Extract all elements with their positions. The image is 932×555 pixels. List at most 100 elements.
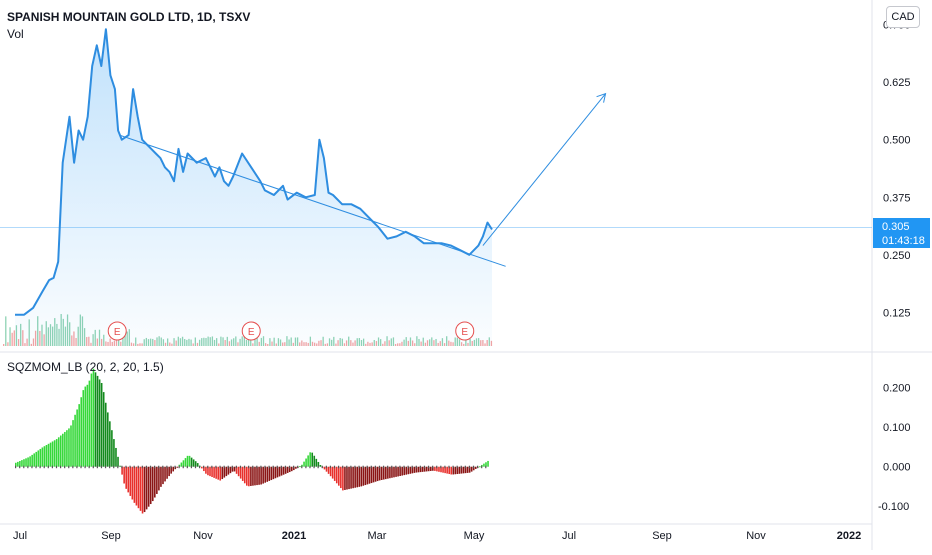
momentum-bar xyxy=(35,451,38,467)
squeeze-dot xyxy=(366,465,368,469)
downtrend-line[interactable] xyxy=(119,134,506,267)
momentum-bar xyxy=(17,461,19,467)
chart-title: SPANISH MOUNTAIN GOLD LTD, 1D, TSXV xyxy=(7,10,251,24)
momentum-bar xyxy=(246,466,248,486)
momentum-bar xyxy=(485,462,487,467)
momentum-bar xyxy=(209,466,211,477)
momentum-bar xyxy=(397,466,399,477)
momentum-bar xyxy=(227,466,230,475)
squeeze-dot xyxy=(411,465,413,469)
squeeze-dot xyxy=(207,465,209,469)
momentum-bar xyxy=(272,466,275,480)
momentum-bar xyxy=(217,466,219,480)
squeeze-dot xyxy=(325,465,327,469)
momentum-bar xyxy=(454,466,457,475)
momentum-bar xyxy=(385,466,387,480)
momentum-bar xyxy=(27,457,29,467)
squeeze-dot xyxy=(248,465,250,469)
momentum-bar xyxy=(438,466,440,472)
projection-line[interactable] xyxy=(482,93,606,246)
squeeze-dot xyxy=(419,465,421,469)
momentum-bar xyxy=(270,466,273,481)
momentum-bar xyxy=(151,466,154,502)
squeeze-dot xyxy=(350,465,352,469)
squeeze-dot xyxy=(436,465,438,469)
momentum-bar xyxy=(254,466,256,486)
squeeze-dot xyxy=(481,465,483,469)
momentum-bar xyxy=(211,466,213,477)
squeeze-dot xyxy=(47,465,49,469)
squeeze-dot xyxy=(203,465,205,469)
momentum-bar xyxy=(429,466,432,471)
squeeze-dot xyxy=(162,465,164,469)
momentum-bar xyxy=(421,466,424,472)
momentum-bar xyxy=(411,466,414,474)
squeeze-dot xyxy=(329,465,332,469)
momentum-bar xyxy=(139,466,142,511)
momentum-bar xyxy=(55,439,58,467)
momentum-bar xyxy=(45,445,48,467)
momentum-bar xyxy=(427,466,430,472)
time-tick-label: Mar xyxy=(368,530,387,542)
momentum-bar xyxy=(354,466,356,488)
squeeze-dot xyxy=(477,465,479,469)
momentum-bar xyxy=(170,466,172,474)
squeeze-dot xyxy=(284,465,287,469)
squeeze-dot xyxy=(440,465,442,469)
momentum-bar xyxy=(327,466,330,474)
earnings-marker[interactable] xyxy=(455,321,475,341)
momentum-bar xyxy=(154,466,156,498)
momentum-bar xyxy=(113,439,115,467)
squeeze-dot xyxy=(264,465,266,469)
price-tick-label: 0.125 xyxy=(883,307,911,319)
squeeze-dot xyxy=(382,465,385,469)
volume-bar xyxy=(13,330,15,346)
squeeze-dot xyxy=(464,465,466,469)
momentum-bar xyxy=(78,404,80,467)
bar-countdown: 01:43:18 xyxy=(882,235,925,247)
momentum-bar xyxy=(425,466,428,472)
momentum-bar xyxy=(464,466,467,474)
momentum-bar xyxy=(325,466,328,472)
squeeze-dot xyxy=(31,465,33,469)
momentum-bar xyxy=(268,466,271,481)
momentum-bar xyxy=(194,461,197,467)
momentum-bar xyxy=(115,447,117,467)
squeeze-dot xyxy=(121,465,123,469)
momentum-bar xyxy=(382,466,385,480)
squeeze-dot xyxy=(113,465,115,469)
squeeze-dot xyxy=(333,465,336,469)
momentum-bar xyxy=(203,466,205,472)
earnings-marker[interactable] xyxy=(241,321,261,341)
squeeze-dot xyxy=(301,465,303,469)
squeeze-dot xyxy=(35,465,37,469)
squeeze-dot xyxy=(354,465,356,469)
momentum-bar xyxy=(387,466,389,479)
momentum-bar xyxy=(53,440,56,467)
squeeze-dot xyxy=(55,465,58,469)
currency-button[interactable]: CAD xyxy=(886,6,920,28)
momentum-bar xyxy=(303,461,305,467)
earnings-marker[interactable] xyxy=(107,321,127,341)
momentum-bar xyxy=(33,453,35,467)
momentum-bar xyxy=(364,466,367,486)
squeeze-dot xyxy=(92,465,94,469)
momentum-bar xyxy=(403,466,406,476)
momentum-bar xyxy=(376,466,379,482)
momentum-bar xyxy=(131,466,134,500)
price-area xyxy=(15,29,492,346)
volume-label: Vol xyxy=(7,27,24,41)
momentum-bar xyxy=(229,466,232,474)
momentum-bar xyxy=(444,466,446,474)
momentum-bar xyxy=(94,372,97,467)
momentum-bar xyxy=(180,462,183,467)
momentum-bar xyxy=(162,466,164,485)
momentum-bar xyxy=(356,466,358,488)
momentum-bar xyxy=(256,466,258,486)
momentum-bar xyxy=(290,466,293,472)
momentum-bar xyxy=(352,466,354,489)
momentum-bar xyxy=(64,431,66,467)
momentum-bar xyxy=(409,466,412,474)
